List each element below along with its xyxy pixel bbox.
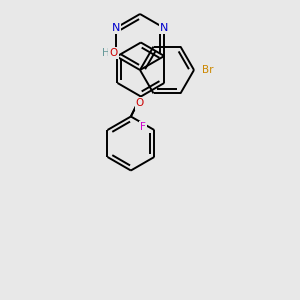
Text: H: H (102, 48, 110, 58)
Text: N: N (112, 23, 120, 33)
Text: N: N (160, 23, 168, 33)
Text: Br: Br (202, 65, 214, 75)
Text: O: O (136, 98, 144, 109)
Text: F: F (140, 122, 146, 132)
Text: O: O (110, 48, 118, 58)
